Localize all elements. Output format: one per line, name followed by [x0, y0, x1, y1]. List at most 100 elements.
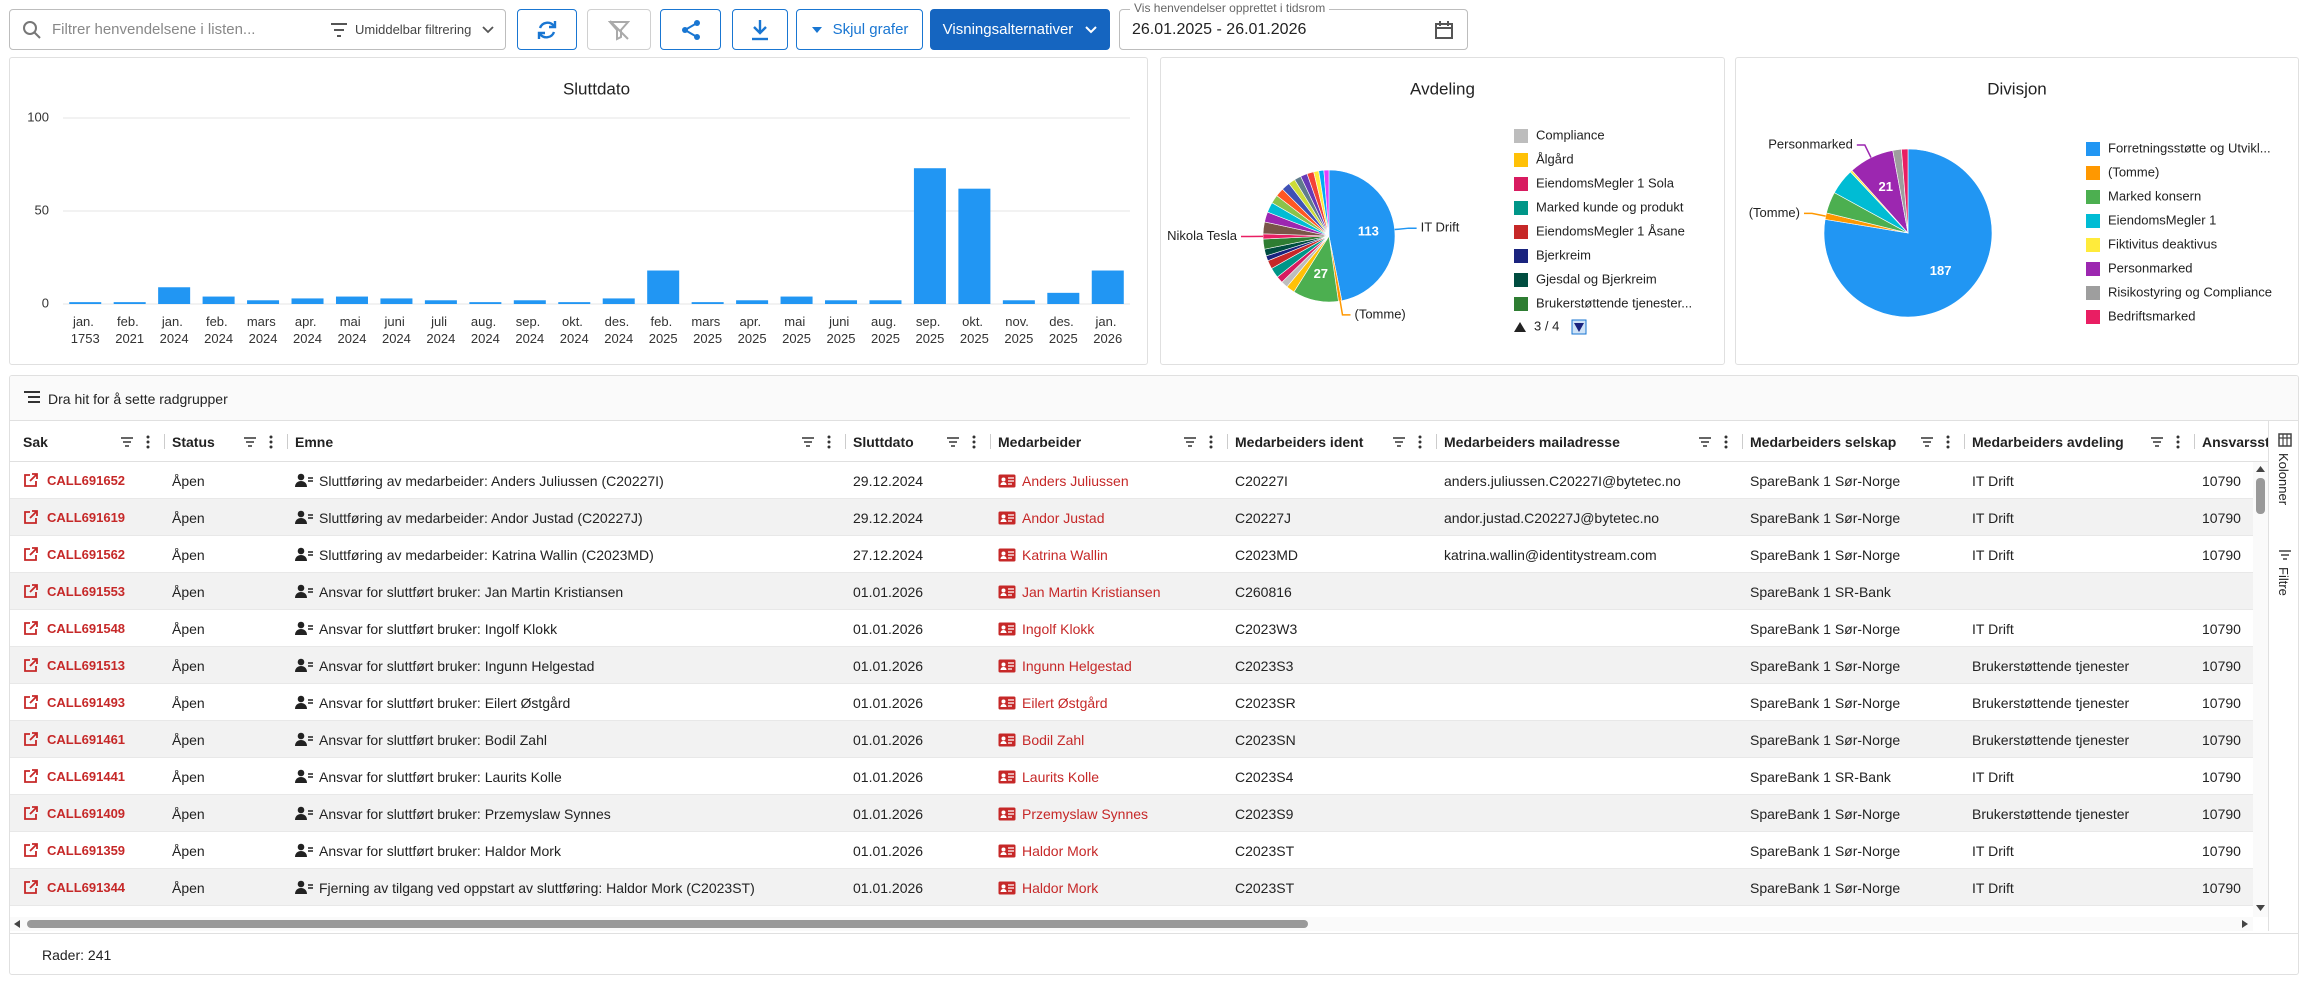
column-filter-icon[interactable]: [1920, 436, 1934, 448]
employee-link[interactable]: Bodil Zahl: [1022, 732, 1084, 748]
bar[interactable]: [114, 302, 146, 304]
scroll-down[interactable]: [2255, 903, 2266, 913]
column-menu-icon[interactable]: [146, 435, 150, 449]
scroll-thumb[interactable]: [27, 920, 1308, 928]
column-filter-icon[interactable]: [1392, 436, 1406, 448]
column-filter-icon[interactable]: [946, 436, 960, 448]
open-case-icon[interactable]: [23, 473, 38, 488]
case-link[interactable]: CALL691553: [47, 584, 125, 599]
open-case-icon[interactable]: [23, 732, 38, 747]
bar[interactable]: [1003, 300, 1035, 304]
legend-label[interactable]: Risikostyring og Compliance: [2108, 284, 2272, 299]
bar[interactable]: [958, 189, 990, 304]
bar[interactable]: [558, 302, 590, 304]
open-case-icon[interactable]: [23, 510, 38, 525]
column-filter-icon[interactable]: [2150, 436, 2164, 448]
bar[interactable]: [603, 298, 635, 304]
scroll-thumb[interactable]: [2256, 478, 2265, 514]
bar[interactable]: [514, 300, 546, 304]
bar[interactable]: [292, 298, 324, 304]
column-header[interactable]: Medarbeider: [998, 421, 1235, 462]
bar[interactable]: [158, 287, 190, 304]
bar[interactable]: [825, 300, 857, 304]
employee-link[interactable]: Andor Justad: [1022, 510, 1105, 526]
side-tab[interactable]: Kolonner: [2276, 453, 2291, 505]
download-button[interactable]: [732, 9, 788, 50]
column-menu-icon[interactable]: [1418, 435, 1422, 449]
legend-label[interactable]: EiendomsMegler 1 Sola: [1536, 175, 1675, 190]
employee-link[interactable]: Przemyslaw Synnes: [1022, 806, 1148, 822]
bar[interactable]: [203, 297, 235, 304]
legend-label[interactable]: Personmarked: [2108, 260, 2193, 275]
column-menu-icon[interactable]: [1724, 435, 1728, 449]
column-menu-icon[interactable]: [2176, 435, 2180, 449]
column-header[interactable]: Medarbeiders selskap: [1750, 421, 1972, 462]
legend-label[interactable]: Bjerkreim: [1536, 247, 1591, 262]
column-header[interactable]: Sak: [23, 421, 172, 462]
legend-label[interactable]: (Tomme): [2108, 164, 2159, 179]
hide-charts-button[interactable]: Skjul grafer: [796, 9, 923, 50]
open-case-icon[interactable]: [23, 547, 38, 562]
column-menu-icon[interactable]: [269, 435, 273, 449]
employee-link[interactable]: Eilert Østgård: [1022, 695, 1108, 711]
bar[interactable]: [425, 300, 457, 304]
column-header[interactable]: Sluttdato: [853, 421, 998, 462]
employee-link[interactable]: Ingolf Klokk: [1022, 621, 1094, 637]
scroll-right[interactable]: [2240, 919, 2250, 929]
legend-label[interactable]: EiendomsMegler 1: [2108, 212, 2216, 227]
case-link[interactable]: CALL691344: [47, 880, 125, 895]
column-filter-icon[interactable]: [1698, 436, 1712, 448]
bar[interactable]: [692, 302, 724, 304]
vertical-scrollbar[interactable]: [2253, 462, 2268, 917]
case-link[interactable]: CALL691562: [47, 547, 125, 562]
employee-link[interactable]: Anders Juliussen: [1022, 473, 1129, 489]
scroll-up[interactable]: [2255, 464, 2266, 474]
scroll-left[interactable]: [12, 919, 22, 929]
bar[interactable]: [781, 297, 813, 304]
legend-label[interactable]: EiendomsMegler 1 Åsane: [1536, 223, 1685, 238]
bar[interactable]: [647, 271, 679, 304]
open-case-icon[interactable]: [23, 695, 38, 710]
filter-mode[interactable]: Umiddelbar filtrering: [355, 22, 471, 37]
legend-label[interactable]: Ålgård: [1536, 151, 1574, 166]
share-button[interactable]: [660, 9, 721, 50]
clear-filter-button[interactable]: [587, 9, 651, 50]
legend-label[interactable]: Gjesdal og Bjerkreim: [1536, 271, 1657, 286]
case-link[interactable]: CALL691548: [47, 621, 125, 636]
bar[interactable]: [736, 300, 768, 304]
column-header[interactable]: Ansvarsste: [2202, 421, 2268, 462]
column-filter-icon[interactable]: [801, 436, 815, 448]
column-header[interactable]: Medarbeiders mailadresse: [1444, 421, 1750, 462]
open-case-icon[interactable]: [23, 843, 38, 858]
open-case-icon[interactable]: [23, 769, 38, 784]
legend-label[interactable]: Fiktivitus deaktivus: [2108, 236, 2218, 251]
case-link[interactable]: CALL691409: [47, 806, 125, 821]
employee-link[interactable]: Ingunn Helgestad: [1022, 658, 1132, 674]
column-header[interactable]: Medarbeiders ident: [1235, 421, 1444, 462]
column-header[interactable]: Emne: [295, 421, 853, 462]
case-link[interactable]: CALL691493: [47, 695, 125, 710]
case-link[interactable]: CALL691619: [47, 510, 125, 525]
bar[interactable]: [469, 302, 501, 304]
legend-label[interactable]: Marked konsern: [2108, 188, 2201, 203]
column-filter-icon[interactable]: [1183, 436, 1197, 448]
bar[interactable]: [869, 300, 901, 304]
search-box[interactable]: Filtrer henvendelsene i listen... Umidde…: [9, 9, 506, 50]
employee-link[interactable]: Haldor Mork: [1022, 843, 1098, 859]
bar[interactable]: [69, 302, 101, 304]
case-link[interactable]: CALL691652: [47, 473, 125, 488]
employee-link[interactable]: Haldor Mork: [1022, 880, 1098, 896]
horizontal-scrollbar[interactable]: [10, 917, 2253, 931]
employee-link[interactable]: Katrina Wallin: [1022, 547, 1108, 563]
open-case-icon[interactable]: [23, 621, 38, 636]
refresh-button[interactable]: [517, 9, 577, 50]
side-tab[interactable]: Filtre: [2276, 567, 2291, 596]
row-group-bar[interactable]: Dra hit for å sette radgrupper: [10, 376, 2299, 421]
employee-link[interactable]: Jan Martin Kristiansen: [1022, 584, 1161, 600]
open-case-icon[interactable]: [23, 658, 38, 673]
legend-label[interactable]: Marked kunde og produkt: [1536, 199, 1684, 214]
employee-link[interactable]: Laurits Kolle: [1022, 769, 1099, 785]
column-header[interactable]: Status: [172, 421, 295, 462]
legend-label[interactable]: Compliance: [1536, 127, 1605, 142]
bar[interactable]: [247, 300, 279, 304]
